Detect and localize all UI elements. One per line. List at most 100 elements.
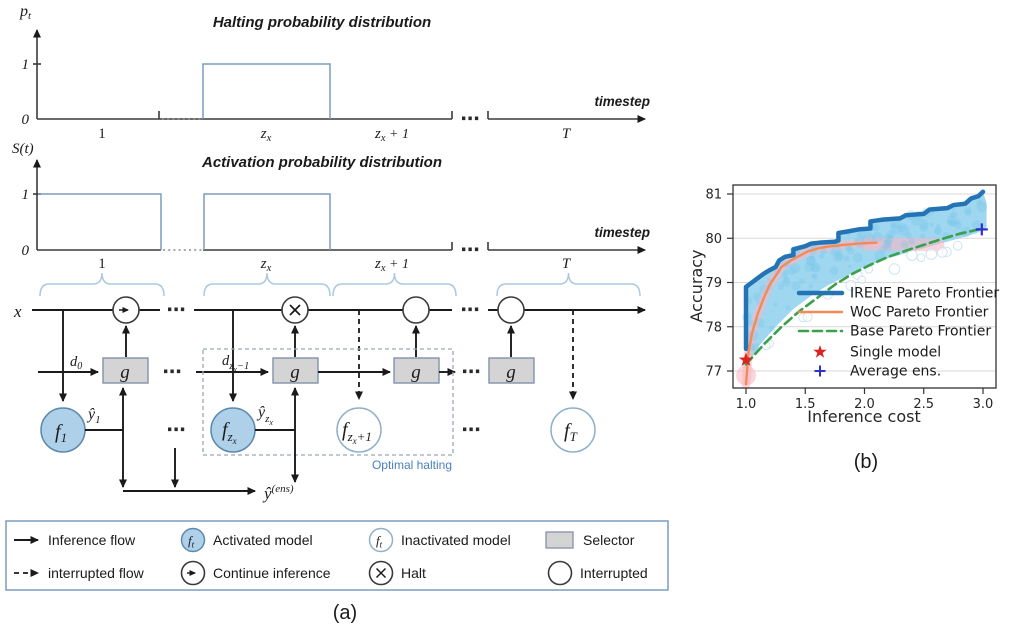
- scatter-dot: [832, 250, 844, 262]
- scatter-dot: [905, 232, 912, 239]
- scatter-dot: [872, 223, 880, 232]
- scatter-dot: [929, 222, 934, 227]
- scatter-dot: [789, 262, 801, 274]
- scatter-dot: [809, 254, 815, 260]
- inactivated-ft-label: ft: [376, 533, 383, 550]
- scatter-dot: [781, 278, 791, 288]
- network-diagram: x ⋯ ⋯ d0 g ⋯ dzx−1 g g ⋯ g: [13, 296, 646, 503]
- activation-title: Activation probability distribution: [201, 154, 442, 171]
- inactivated-model-icon: [368, 527, 394, 553]
- activation-xtick-zx: zx: [260, 256, 272, 274]
- legend-activated-model: Activated model: [213, 532, 313, 548]
- scatter-dot: [883, 233, 894, 244]
- marker-Average-ens.: [975, 223, 988, 236]
- scatter-dot: [879, 245, 887, 254]
- scatter-dot: [911, 216, 921, 226]
- scatter-dot: [778, 283, 784, 290]
- scatter-dot: [954, 221, 963, 230]
- activation-xtick-1: 1: [98, 256, 106, 272]
- halting-xtick-zx: zx: [260, 126, 272, 144]
- x-line-ellipsis-1: ⋯: [167, 299, 186, 321]
- scatter-dot: [836, 252, 843, 260]
- selector-g1: [102, 357, 149, 384]
- scatter-dot: [897, 223, 907, 232]
- scatter-bubble: [888, 263, 901, 275]
- legend-continue-inference: Continue inference: [213, 565, 331, 581]
- scatter-dot: [934, 227, 942, 235]
- halting-xtick-zx1: zx + 1: [374, 126, 409, 144]
- model-fzx1-inactivated: [336, 407, 382, 453]
- model-fzx1-label: fzx+1: [342, 419, 372, 446]
- scatter-dot: [946, 215, 957, 226]
- scatter-dot: [750, 343, 759, 352]
- legend-marker-plus: [814, 365, 826, 377]
- ytick-label: 79: [705, 276, 722, 291]
- scatter-dot: [886, 234, 892, 240]
- chart-series-layer: [736, 189, 988, 389]
- scatter-dot: [853, 237, 860, 243]
- g-row-ellipsis-2: ⋯: [462, 361, 481, 383]
- segment-brace-1: [39, 272, 165, 297]
- f-row-ellipsis-2: ⋯: [462, 419, 481, 441]
- scatter-dot: [946, 219, 953, 225]
- diagram-legend: Inference flow interrupted flow ft Activ…: [5, 520, 669, 591]
- scatter-dot: [847, 247, 855, 255]
- model-fT-label: fT: [564, 420, 578, 444]
- scatter-dot: [811, 274, 816, 279]
- scatter-dot: [883, 242, 892, 251]
- legend-inactivated-model: Inactivated model: [401, 532, 511, 548]
- segment-braces: [39, 272, 641, 297]
- activation-pulse-zx: [203, 193, 331, 250]
- chart-ylabel: Accuracy: [687, 249, 706, 322]
- ytick-label: 78: [705, 320, 722, 335]
- ytick-label: 80: [705, 232, 722, 247]
- scatter-dot: [791, 281, 801, 291]
- scatter-bubble: [952, 240, 963, 251]
- scatter-dot: [955, 218, 961, 224]
- xtick-label: 1.5: [795, 397, 816, 412]
- scatter-bubble: [802, 312, 813, 323]
- scatter-dot: [948, 219, 957, 228]
- interrupted-icon: [547, 560, 573, 586]
- halting-ylabel-0: 0: [22, 112, 30, 128]
- legend-label: IRENE Pareto Frontier: [850, 286, 999, 302]
- scatter-bubble: [916, 253, 926, 263]
- scatter-bubble: [857, 275, 866, 284]
- model-fzx-label: fzx: [222, 419, 237, 446]
- x-line-ellipsis-2: ⋯: [461, 299, 480, 321]
- scatter-dot: [819, 247, 827, 255]
- scatter-dot: [755, 318, 765, 328]
- scatter-dot: [811, 262, 821, 273]
- scatter-dot: [856, 233, 862, 239]
- scatter-bubble: [906, 249, 918, 261]
- yhat-ens-label: ŷ(ens): [262, 483, 294, 503]
- activation-plot: S(t) Activation probability distribution…: [12, 141, 650, 274]
- scatter-dot: [951, 220, 958, 227]
- scatter-dot: [748, 320, 755, 327]
- halt-x-glyph: [375, 567, 387, 579]
- scatter-dot: [808, 284, 813, 289]
- selector-icon: [545, 531, 574, 549]
- halt-x-icon: [289, 304, 301, 316]
- scatter-dot: [890, 224, 901, 235]
- selector-g2-label: g: [290, 362, 300, 383]
- scatter-dot: [884, 238, 892, 246]
- chart-legend: IRENE Pareto Frontier WoC Pareto Frontier…: [796, 286, 999, 380]
- d0-label: d0: [70, 354, 82, 372]
- scatter-dot: [890, 218, 901, 229]
- model-fT-inactivated: [550, 407, 596, 453]
- scatter-dot: [752, 292, 762, 302]
- halting-title: Halting probability distribution: [213, 14, 431, 31]
- segment-brace-4: [496, 272, 641, 297]
- legend-box: [5, 520, 669, 591]
- series-Base-Pareto-Frontier: [744, 227, 984, 366]
- scatter-dot: [798, 278, 805, 285]
- g-row-ellipsis-1: ⋯: [163, 361, 182, 383]
- scatter-dot: [935, 224, 941, 230]
- accuracy-chart: 77 78 79 80 81 1.0 1.5 2.0 2.5 3.0 Accuracy Infer…: [687, 184, 999, 426]
- scatter-dot: [918, 219, 929, 229]
- selector-g1-label: g: [120, 362, 130, 383]
- scatter-dot: [810, 264, 819, 273]
